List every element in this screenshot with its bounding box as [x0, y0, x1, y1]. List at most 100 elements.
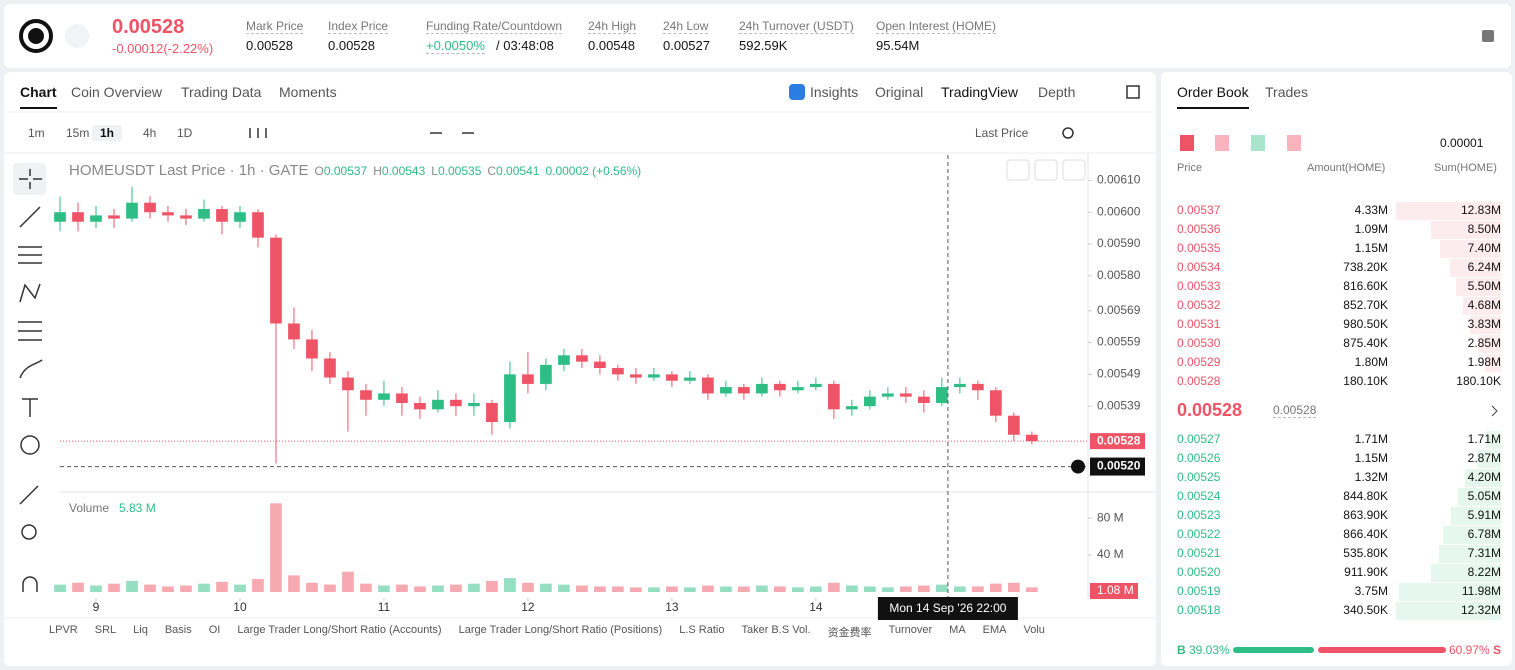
volume-bar: [180, 585, 192, 592]
search[interactable]: [1062, 127, 1074, 139]
volume-badge: [1090, 583, 1138, 600]
y-tick-label: 0.00610: [1097, 173, 1141, 187]
book-view[interactable]: [1251, 135, 1265, 151]
view[interactable]: Depth: [1038, 84, 1076, 100]
ob-sum: 6.24M: [1467, 260, 1501, 274]
book-view[interactable]: [1180, 135, 1194, 151]
tab[interactable]: Coin Overview: [71, 84, 163, 100]
ob-price: 0.00531: [1177, 317, 1221, 331]
tool-ruler[interactable]: [19, 485, 39, 505]
book-view[interactable]: [1287, 135, 1301, 151]
candle-body: [576, 355, 588, 362]
arrow[interactable]: [1491, 405, 1498, 417]
indicator: L.S Ratio: [679, 624, 725, 636]
tool-brush[interactable]: [19, 359, 43, 379]
chart-btn[interactable]: [1006, 159, 1030, 181]
ob-sum: 12.83M: [1460, 203, 1501, 217]
depth-bar: [1449, 259, 1501, 277]
ob-sum: 1.98M: [1467, 355, 1501, 369]
ob-price: 0.00526: [1177, 451, 1221, 465]
candle-body: [90, 215, 102, 222]
view[interactable]: Original: [875, 84, 924, 100]
ob-sum: 5.50M: [1467, 279, 1501, 293]
tool-zoom[interactable]: [21, 524, 37, 540]
volume-bar: [972, 586, 984, 592]
sell-bar: [1318, 647, 1446, 653]
volume-bar: [936, 584, 948, 592]
book-view[interactable]: [1215, 135, 1229, 151]
y-tick-label: 0.00600: [1097, 204, 1141, 218]
ob-tab[interactable]: Order Book: [1177, 84, 1249, 109]
tool-fib[interactable]: [18, 321, 42, 341]
tool-lines[interactable]: [18, 246, 42, 264]
tool-pattern[interactable]: [19, 283, 41, 303]
tool-candles[interactable]: [249, 128, 267, 138]
interval[interactable]: 4h: [143, 126, 157, 140]
candle-body: [702, 377, 714, 394]
stat-extra: / 03:48:08: [496, 38, 554, 53]
interval[interactable]: 1h: [92, 125, 123, 141]
favorite[interactable]: [65, 24, 89, 48]
interval[interactable]: 1m: [28, 126, 45, 140]
ob-tab[interactable]: Trades: [1265, 84, 1309, 100]
volume-bar: [270, 503, 282, 592]
tool-emoji[interactable]: [20, 435, 40, 455]
indicator: SRL: [94, 624, 117, 636]
candle-body: [432, 399, 444, 410]
volume-bar: [576, 585, 588, 592]
ohlc-value: 0.00537: [323, 164, 368, 178]
header-bar: [4, 4, 1511, 68]
volume-bar: [1008, 582, 1020, 592]
tab[interactable]: Chart: [20, 84, 57, 109]
ob-sum: 5.05M: [1467, 489, 1501, 503]
tool-line[interactable]: [19, 206, 41, 228]
price-type[interactable]: Last Price: [975, 126, 1029, 140]
ob-sum: 1.71M: [1467, 432, 1501, 446]
ob-amount: 852.70K: [1343, 298, 1388, 312]
tool-cross[interactable]: [19, 169, 42, 189]
view[interactable]: Insights: [810, 84, 859, 100]
indicators: LPVR SRL Liq Basis OI Large Trader Long/Short…: [49, 624, 1045, 640]
volume-title: Volume: [69, 501, 109, 515]
volume-bar: [738, 586, 750, 592]
tool-selected[interactable]: [13, 163, 46, 195]
candle-body: [972, 383, 984, 391]
precision[interactable]: 0.00001: [1440, 136, 1484, 150]
ob-amount: 866.40K: [1343, 527, 1388, 541]
stat-label: Index Price: [328, 19, 389, 34]
buy-bar: [1233, 647, 1315, 653]
tool-magnet[interactable]: [22, 576, 38, 592]
chart-btn[interactable]: [1034, 159, 1058, 181]
ob-sum: 8.50M: [1467, 222, 1501, 236]
volume-bar: [72, 582, 84, 592]
ob-amount: 844.80K: [1343, 489, 1388, 503]
interval[interactable]: 15m: [66, 126, 90, 140]
tab[interactable]: Moments: [279, 84, 337, 100]
volume-bar: [234, 584, 246, 592]
candle-body: [1025, 434, 1038, 442]
candle-body: [774, 383, 786, 391]
candle-body: [864, 396, 876, 407]
volume-bar: [486, 580, 498, 592]
volume-bar: [450, 584, 462, 592]
chart: 0.00610 0.00600 0.00590 0.00580 0.00569 0.005…: [54, 155, 1145, 620]
chart-btn[interactable]: [1062, 159, 1086, 181]
candle-body: [738, 387, 750, 394]
view[interactable]: TradingView: [941, 84, 1019, 100]
candle-body: [828, 383, 840, 410]
ai-badge: [789, 84, 805, 100]
ob-price: 0.00520: [1177, 565, 1221, 579]
stat-value: +0.0050%: [426, 38, 485, 54]
candle-body: [234, 212, 246, 222]
settings-icon[interactable]: [1482, 30, 1494, 42]
interval[interactable]: 1D: [177, 126, 193, 140]
ob-price: 0.00519: [1177, 584, 1221, 598]
col: Amount(HOME): [1307, 162, 1386, 174]
candle-body: [108, 215, 120, 219]
tool-text[interactable]: [22, 398, 38, 417]
candle-body: [162, 212, 174, 216]
ob-sum: 3.83M: [1467, 317, 1501, 331]
depth-bar: [1469, 316, 1501, 334]
maximize[interactable]: [1126, 85, 1140, 99]
tab[interactable]: Trading Data: [181, 84, 262, 100]
